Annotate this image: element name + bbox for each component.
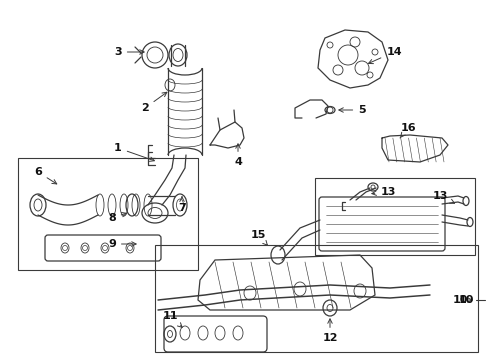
Text: 9: 9 [108, 239, 136, 249]
Text: 3: 3 [114, 47, 144, 57]
Bar [315, 178, 475, 255]
Text: 15: 15 [250, 230, 268, 245]
Bar [155, 245, 478, 352]
Text: 11: 11 [162, 311, 182, 327]
Text: 13: 13 [372, 187, 396, 197]
Text: 10: 10 [458, 295, 474, 305]
Text: 10: 10 [453, 295, 468, 305]
Text: 12: 12 [322, 319, 338, 343]
Text: 8: 8 [108, 212, 126, 223]
Text: 1: 1 [114, 143, 154, 161]
Text: 4: 4 [234, 144, 242, 167]
Text: 13: 13 [432, 191, 455, 203]
Text: 16: 16 [400, 123, 416, 138]
Text: 2: 2 [141, 92, 167, 113]
Bar [18, 158, 198, 270]
Text: 5: 5 [339, 105, 366, 115]
Text: 7: 7 [178, 197, 186, 213]
Text: 6: 6 [34, 167, 57, 184]
Text: 14: 14 [368, 47, 402, 64]
